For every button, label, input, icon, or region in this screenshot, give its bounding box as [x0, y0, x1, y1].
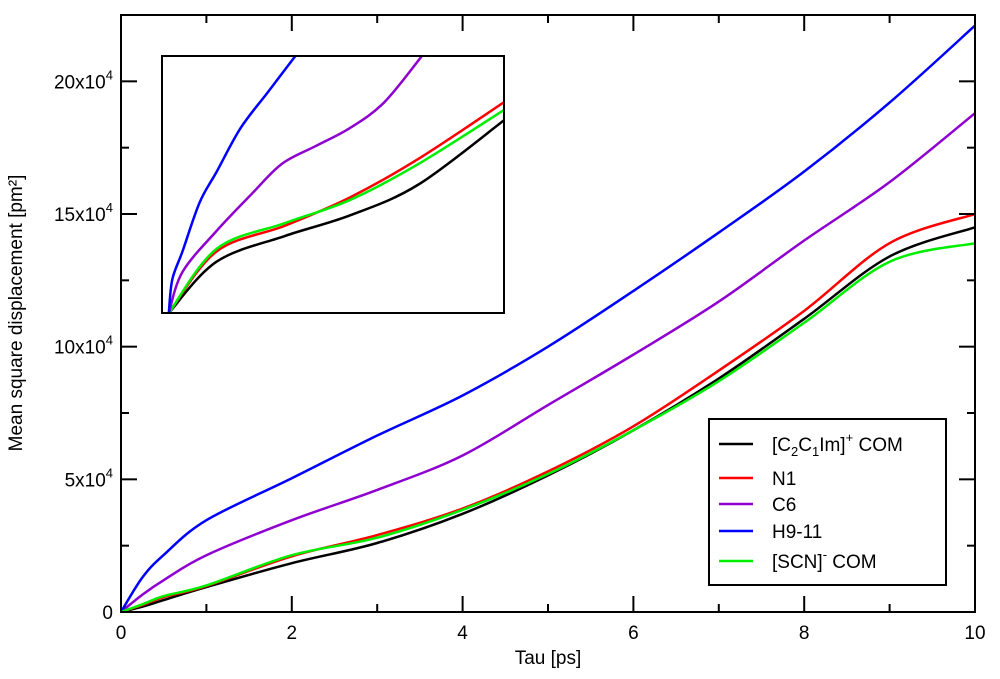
y-tick-label: 0: [102, 603, 113, 624]
series-line-c6: [121, 112, 975, 612]
legend-label-c6: C6: [772, 495, 796, 516]
series-line-h9-11: [121, 24, 975, 612]
x-tick-label: 8: [799, 623, 810, 644]
inset-line-h9-11: [167, 57, 297, 312]
inset-plot: [161, 55, 505, 314]
x-tick-label: 10: [964, 623, 985, 644]
x-tick-label: 4: [457, 623, 468, 644]
y-axis-label: Mean square displacement [pm²]: [6, 175, 27, 452]
x-axis-label: Tau [ps]: [515, 648, 582, 669]
y-tick-label: 20x104: [54, 67, 113, 93]
legend-label-scn: [SCN]- COM: [772, 547, 877, 573]
series-line-c2c1im-com: [121, 226, 975, 612]
inset-line-c2c1im-com: [168, 119, 503, 312]
y-tick-label: 10x104: [54, 333, 113, 359]
inset-lines: [167, 57, 503, 312]
x-tick-label: 6: [628, 623, 639, 644]
axis-ticks: 0 2 4 6 8 10 0 5x104 10x104 15x104 20x104: [54, 15, 986, 644]
legend: [C2C1Im]+ COM N1 C6 H9-11 [SCN]- COM: [708, 418, 947, 586]
x-tick-label: 2: [287, 623, 298, 644]
y-tick-label: 15x104: [54, 200, 113, 226]
y-tick-label: 5x104: [65, 465, 113, 491]
x-tick-label: 0: [116, 623, 127, 644]
inset-line-scn-com: [168, 109, 503, 312]
legend-label-h9-11: H9-11: [772, 522, 822, 543]
legend-label-n1: N1: [772, 469, 796, 490]
inset-line-c6: [167, 57, 423, 312]
legend-label-c2c1im: [C2C1Im]+ COM: [772, 430, 903, 459]
main-plot-lines: [121, 24, 975, 612]
series-line-scn-com: [121, 241, 975, 612]
inset-frame: [161, 55, 505, 314]
